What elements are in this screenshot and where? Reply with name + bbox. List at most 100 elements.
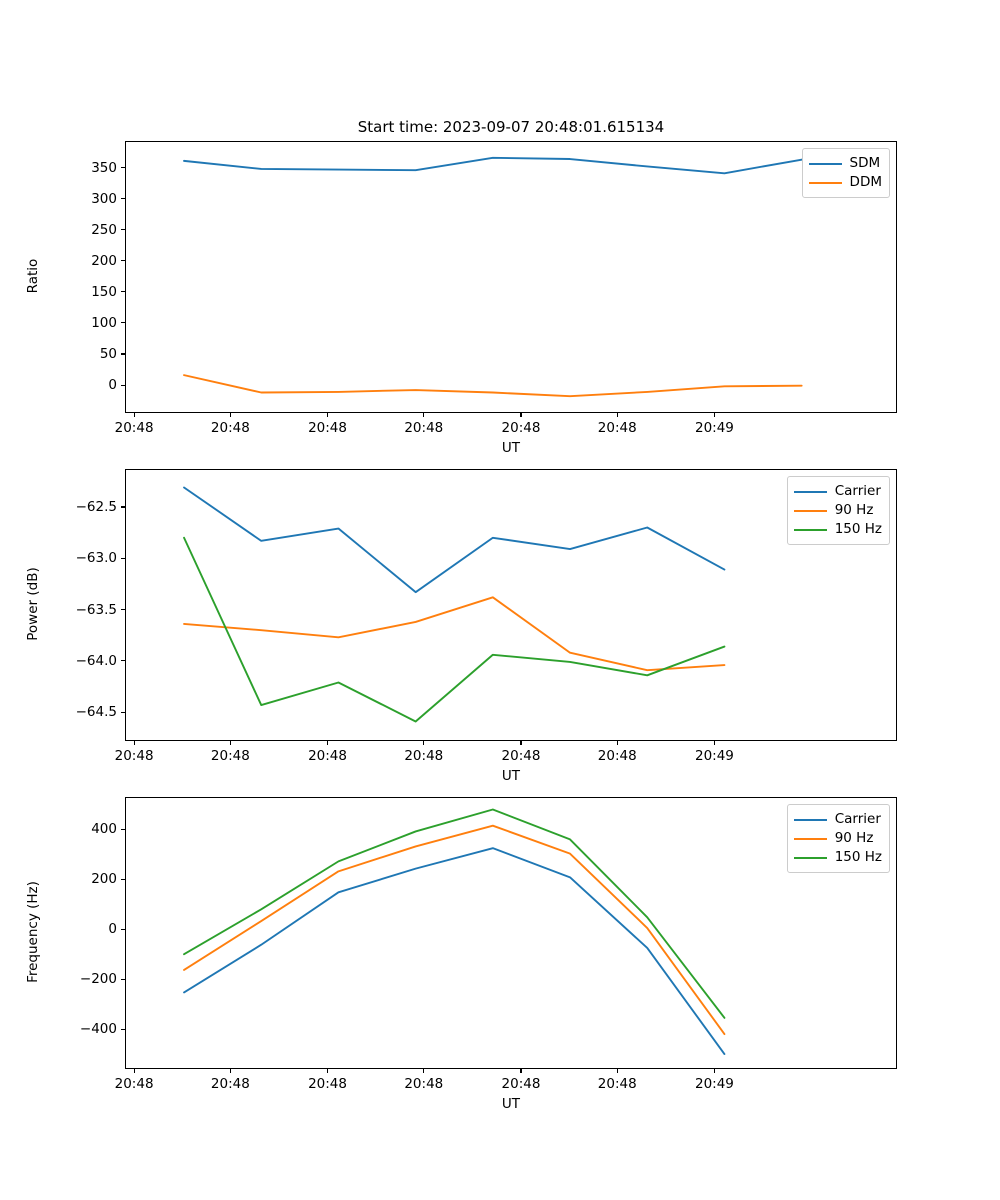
xtick-label: 20:48 xyxy=(597,748,637,764)
ytick-label: −63.0 xyxy=(75,550,117,567)
legend-power[interactable]: Carrier 90 Hz 150 Hz xyxy=(786,476,890,545)
series-line-carrier xyxy=(183,486,726,594)
series-line-sdm xyxy=(183,156,803,175)
xaxis-label-ratio: UT xyxy=(501,440,521,456)
ytick-mark xyxy=(120,660,125,662)
legend-item-ddm: DDM xyxy=(808,173,882,192)
axes-frame-frequency xyxy=(125,797,897,1069)
xtick-mark xyxy=(713,1069,715,1074)
ytick-label: 200 xyxy=(91,871,117,888)
series-line-90-hz xyxy=(183,824,726,1036)
ytick-label: 250 xyxy=(91,221,117,238)
xtick-label: 20:48 xyxy=(308,748,347,764)
legend-ratio[interactable]: SDM DDM xyxy=(801,148,890,198)
axes-frame-power xyxy=(125,469,897,741)
legend-frequency[interactable]: Carrier 90 Hz 150 Hz xyxy=(786,804,890,873)
xtick-label: 20:48 xyxy=(404,748,444,764)
ytick-mark xyxy=(120,260,125,262)
legend-item-150-hz: 150 Hz xyxy=(793,520,882,539)
xtick-label: 20:48 xyxy=(114,748,154,764)
xtick-label: 20:49 xyxy=(694,748,734,764)
ytick-mark xyxy=(120,198,125,200)
plot-area-frequency xyxy=(183,808,726,1055)
plot-area-ratio xyxy=(183,156,803,398)
ytick-label: 150 xyxy=(91,283,117,300)
legend-label: 90 Hz xyxy=(834,829,874,846)
legend-item-carrier: Carrier xyxy=(793,810,882,829)
ytick-mark xyxy=(120,384,125,386)
xtick-mark xyxy=(326,413,329,418)
yaxis-label-frequency: Frequency (Hz) xyxy=(25,881,41,983)
legend-line-swatch-icon xyxy=(793,856,827,859)
ytick-label: 100 xyxy=(91,314,117,331)
yaxis-label-power: Power (dB) xyxy=(25,567,41,641)
xtick-label: 20:49 xyxy=(694,1076,734,1092)
ytick-mark xyxy=(120,557,125,559)
ytick-mark xyxy=(120,978,125,980)
ytick-mark xyxy=(120,353,125,355)
xtick-label: 20:48 xyxy=(597,1076,637,1092)
ytick-label: −400 xyxy=(79,1021,117,1038)
ytick-label: −62.5 xyxy=(75,498,117,515)
legend-line-swatch-icon xyxy=(793,528,827,531)
xtick-mark xyxy=(423,1069,425,1074)
xtick-mark xyxy=(133,413,135,418)
subplot-power: 20:48 20:48 20:48 20:48 20:48 20:48 20:49 −62.5… xyxy=(25,469,897,784)
xaxis-label-frequency: UT xyxy=(501,1096,521,1112)
series-line-carrier xyxy=(183,847,726,1055)
xtick-mark xyxy=(520,413,522,418)
ytick-label: 0 xyxy=(108,921,117,938)
legend-label: Carrier xyxy=(834,810,881,827)
ytick-mark xyxy=(120,928,125,930)
legend-item-90-hz: 90 Hz xyxy=(793,829,882,848)
xtick-mark xyxy=(229,741,231,746)
ytick-label: −200 xyxy=(79,971,117,988)
ytick-mark xyxy=(120,878,125,880)
legend-label: Carrier xyxy=(834,482,881,499)
ytick-mark xyxy=(120,167,125,169)
xtick-label: 20:49 xyxy=(694,420,734,436)
legend-label: DDM xyxy=(849,173,882,190)
legend-line-swatch-icon xyxy=(793,837,827,840)
legend-item-150-hz: 150 Hz xyxy=(793,848,882,867)
axes-frame-ratio xyxy=(125,141,897,413)
ytick-mark xyxy=(120,828,125,830)
ytick-mark xyxy=(120,1028,125,1030)
xtick-label: 20:48 xyxy=(114,420,154,436)
ytick-mark xyxy=(120,229,125,231)
xtick-label: 20:48 xyxy=(308,1076,347,1092)
series-line-ddm xyxy=(183,374,803,398)
ytick-label: 50 xyxy=(99,346,117,362)
legend-line-swatch-icon xyxy=(793,509,827,512)
legend-label: 90 Hz xyxy=(834,501,874,518)
xtick-label: 20:48 xyxy=(210,1076,250,1092)
xtick-label: 20:48 xyxy=(210,420,250,436)
xtick-mark xyxy=(326,1069,329,1074)
legend-line-swatch-icon xyxy=(793,490,827,493)
xtick-label: 20:48 xyxy=(404,1076,444,1092)
xtick-label: 20:48 xyxy=(501,748,541,764)
xtick-mark xyxy=(713,741,715,746)
legend-item-carrier: Carrier xyxy=(793,482,882,501)
legend-label: 150 Hz xyxy=(834,848,882,865)
ytick-label: 400 xyxy=(91,821,117,838)
xtick-mark xyxy=(326,741,329,746)
xtick-mark xyxy=(616,741,618,746)
legend-item-90-hz: 90 Hz xyxy=(793,501,882,520)
series-line-90-hz xyxy=(183,596,726,672)
legend-line-swatch-icon xyxy=(808,181,842,184)
series-line-150-hz xyxy=(183,808,726,1019)
xtick-mark xyxy=(423,741,425,746)
ytick-mark xyxy=(120,322,125,324)
subplot-frequency: 20:48 20:48 20:48 20:48 20:48 20:48 20:49 −400 −… xyxy=(25,797,897,1112)
xtick-label: 20:48 xyxy=(404,420,444,436)
legend-line-swatch-icon xyxy=(793,818,827,821)
ytick-mark xyxy=(120,506,125,508)
series-line-150-hz xyxy=(183,536,726,723)
xtick-label: 20:48 xyxy=(114,1076,154,1092)
legend-label: 150 Hz xyxy=(834,520,882,537)
ytick-label: −63.5 xyxy=(75,601,117,618)
plot-area-power xyxy=(183,486,726,723)
xtick-mark xyxy=(229,1069,231,1074)
xtick-label: 20:48 xyxy=(501,1076,541,1092)
